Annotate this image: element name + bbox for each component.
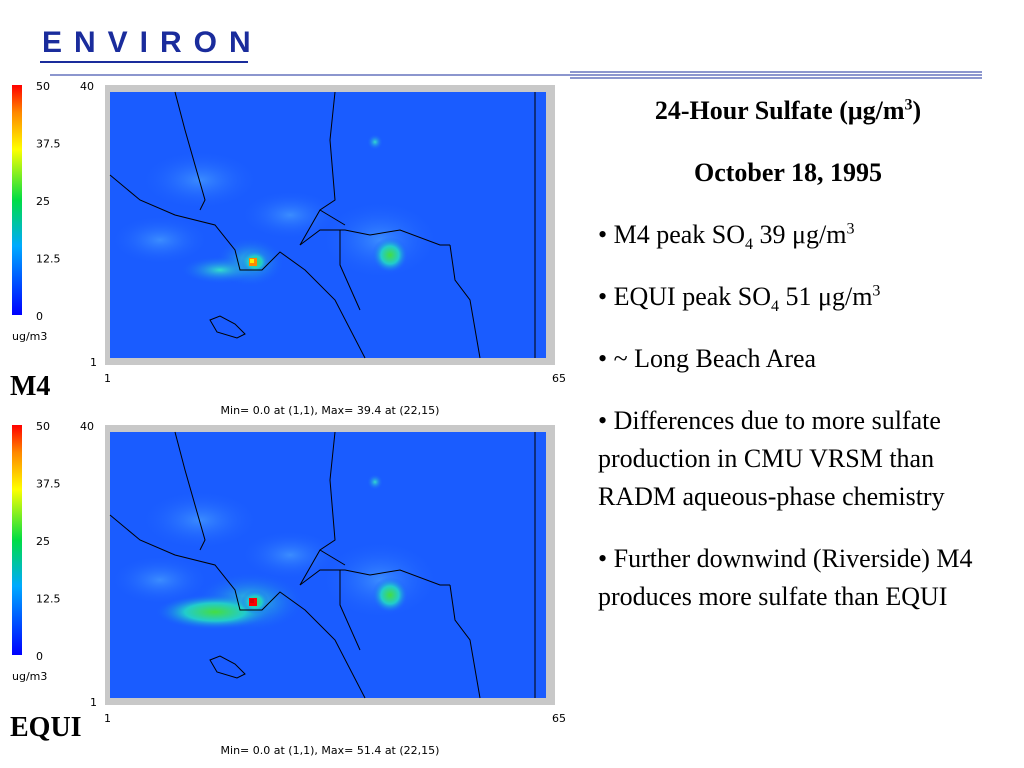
colorbar-label: 37.5 xyxy=(36,138,61,151)
boundary xyxy=(319,209,346,226)
bullet: Differences due to more sulfate producti… xyxy=(598,402,978,516)
bullet: EQUI peak SO4 51 μg/m3 xyxy=(598,278,978,316)
bullet: M4 peak SO4 39 μg/m3 xyxy=(598,216,978,254)
title-text: 24-Hour Sulfate (μg/m xyxy=(654,96,905,125)
axis-label: 40 xyxy=(80,420,94,433)
peak-cell xyxy=(250,599,254,603)
peak-cell xyxy=(250,259,254,263)
colorbar xyxy=(12,85,22,315)
colorbar-label: 50 xyxy=(36,80,50,93)
title-text: ) xyxy=(912,96,922,125)
boundary xyxy=(109,514,366,699)
concentration-blob xyxy=(367,474,383,490)
colorbar-label: 50 xyxy=(36,420,50,433)
boundary xyxy=(174,431,206,551)
stats: Min= 0.0 at (1,1), Max= 39.4 at (22,15) xyxy=(221,404,440,417)
concentration-blob xyxy=(240,190,340,240)
boundary xyxy=(339,230,361,311)
boundary xyxy=(109,174,366,359)
concentration-blob xyxy=(320,540,440,620)
bullet-text: EQUI peak SO xyxy=(613,282,772,311)
boundary xyxy=(299,91,336,246)
island xyxy=(209,315,246,339)
text-panel: 24-Hour Sulfate (μg/m3) October 18, 1995… xyxy=(598,92,978,640)
concentration-blob xyxy=(140,150,260,210)
axis-label: 65 xyxy=(552,712,566,725)
date: October 18, 1995 xyxy=(694,158,882,187)
boundary xyxy=(449,584,481,699)
axis-label: 1 xyxy=(104,372,111,385)
title: 24-Hour Sulfate (μg/m3) xyxy=(598,92,978,130)
bullet-sub: 4 xyxy=(771,298,780,316)
colorbar-label: 25 xyxy=(36,535,50,548)
concentration-blob xyxy=(240,530,340,580)
colorbar-unit: ug/m3 xyxy=(12,670,47,683)
map-panel: 50 37.5 25 12.5 0 ug/m3 40 11 65 Min= 0.0 at (1,1… xyxy=(10,420,566,757)
stats: Min= 0.0 at (1,1), Max= 51.4 at (22,15) xyxy=(221,744,440,757)
colorbar-label: 0 xyxy=(36,310,43,323)
colorbar-label: 0 xyxy=(36,650,43,663)
concentration-blob xyxy=(110,555,210,605)
map-panel: 50 37.5 25 12.5 0 ug/m3 40 11 65 Min= 0.0 at (1,1… xyxy=(10,80,566,417)
bullet: ~ Long Beach Area xyxy=(598,340,978,378)
colorbar-label: 12.5 xyxy=(36,593,61,606)
colorbar-label: 37.5 xyxy=(36,478,61,491)
axis-label: 65 xyxy=(552,372,566,385)
concentration-blob xyxy=(180,256,260,284)
boundary xyxy=(449,244,481,359)
island xyxy=(209,655,246,679)
axis-label: 40 xyxy=(80,80,94,93)
bullet-sub: 4 xyxy=(745,236,754,254)
concentration-blob xyxy=(140,490,260,550)
boundary xyxy=(299,229,450,246)
panel-label: M4 xyxy=(10,371,50,402)
bullet: Further downwind (Riverside) M4 produces… xyxy=(598,540,978,616)
concentration-blob xyxy=(320,200,440,280)
colorbar xyxy=(12,425,22,655)
axis-label: 1 xyxy=(90,696,97,709)
bullet-text: 39 μg/m xyxy=(753,220,847,249)
concentration-blob xyxy=(110,215,210,265)
colorbar-unit: ug/m3 xyxy=(12,330,47,343)
bullet-text: 51 μg/m xyxy=(779,282,873,311)
axis-label: 1 xyxy=(104,712,111,725)
boundary xyxy=(299,431,336,586)
concentration-blob xyxy=(372,577,408,613)
boundary xyxy=(339,570,361,651)
bullet-sup: 3 xyxy=(872,282,881,300)
boundary xyxy=(174,91,206,211)
colorbar-label: 25 xyxy=(36,195,50,208)
concentration-blob xyxy=(372,237,408,273)
logo: ENVIRON xyxy=(42,26,263,59)
panel-label: EQUI xyxy=(10,712,82,743)
bullet-text: M4 peak SO xyxy=(613,220,746,249)
bullet-sup: 3 xyxy=(846,220,855,238)
boundary xyxy=(319,549,346,566)
axis-label: 1 xyxy=(90,356,97,369)
title-sup: 3 xyxy=(904,96,913,114)
boundary xyxy=(299,569,450,586)
concentration-blob xyxy=(367,134,383,150)
colorbar-label: 12.5 xyxy=(36,253,61,266)
